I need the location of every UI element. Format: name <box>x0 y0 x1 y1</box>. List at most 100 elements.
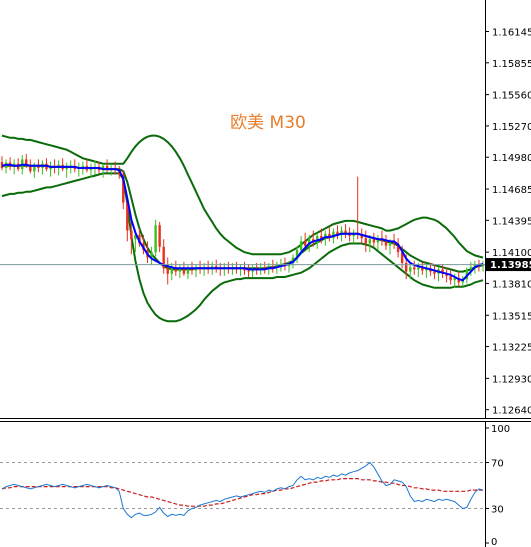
candle-body <box>396 243 400 253</box>
candle-body <box>182 268 186 274</box>
price-tick-label: 1.12640 <box>492 406 531 417</box>
candle-body <box>445 273 448 276</box>
rsi-lines <box>1 461 484 519</box>
upper-band-line <box>1 134 484 259</box>
candle-body <box>186 268 190 274</box>
candle-body <box>433 271 436 274</box>
candle-body <box>299 241 303 250</box>
rsi-pane <box>0 461 485 519</box>
candle <box>101 163 105 178</box>
candle-body <box>400 252 404 263</box>
candle <box>409 262 412 280</box>
rsi-line <box>1 461 484 519</box>
candle <box>178 264 182 279</box>
current-price-tag-box <box>486 258 531 272</box>
price-tick-label: 1.13810 <box>492 279 531 290</box>
candle-body <box>473 264 477 268</box>
candle <box>481 260 485 272</box>
candle <box>105 159 109 173</box>
candle <box>65 162 68 178</box>
candle-body <box>348 233 351 236</box>
candle-body <box>89 168 93 171</box>
candle-body <box>243 268 246 271</box>
candle-body <box>340 230 343 235</box>
candle <box>295 246 299 263</box>
candle <box>384 234 388 250</box>
candle <box>150 246 153 266</box>
candle-body <box>364 238 367 244</box>
candle-body <box>158 225 161 247</box>
rsi-axis: 100 70 30 0 <box>485 422 510 547</box>
candle-body <box>190 268 194 271</box>
candle-body <box>332 231 335 239</box>
candle <box>441 264 444 279</box>
rsi-tick-label: 100 <box>491 424 510 435</box>
candle-body <box>25 159 28 166</box>
candle <box>162 239 165 274</box>
candle <box>263 261 266 274</box>
candle <box>154 219 157 257</box>
candle-body <box>303 241 307 246</box>
rsi-signal-line <box>1 478 483 507</box>
rsi-tick-label: 70 <box>491 459 504 470</box>
candle-body <box>210 266 214 269</box>
price-tick-label: 1.14100 <box>492 248 531 259</box>
candle-body <box>360 234 363 239</box>
candle-body <box>29 165 32 172</box>
candle <box>425 264 428 279</box>
candle-body <box>174 267 178 272</box>
candle-body <box>336 231 339 235</box>
candle-body <box>388 241 392 246</box>
price-pane-background <box>0 0 485 418</box>
candle-body <box>105 165 109 170</box>
candle <box>130 221 133 255</box>
price-axis: 1.16145 1.15855 1.15560 1.15270 1.14980 1.146… <box>485 0 531 418</box>
candle-body <box>81 165 85 168</box>
candle-body <box>154 225 157 253</box>
candle <box>328 227 331 242</box>
ma-line <box>1 163 484 282</box>
candle-body <box>291 257 295 263</box>
candle <box>271 259 275 273</box>
candle-body <box>376 238 380 243</box>
candle-body <box>162 246 165 269</box>
candle-body <box>271 266 275 268</box>
price-pane: 欧美 M30 <box>0 0 485 418</box>
price-tick-label: 1.16145 <box>492 28 531 39</box>
current-price-tag: 1.13985 <box>486 258 531 272</box>
candle-body <box>130 230 133 240</box>
candle-body <box>320 235 323 240</box>
candle-body <box>247 270 250 272</box>
candle <box>421 261 424 275</box>
candle-body <box>344 230 347 234</box>
price-tick-label: 1.15560 <box>492 91 531 102</box>
current-price-value: 1.13985 <box>490 260 531 271</box>
candle-body <box>316 235 319 243</box>
candle-body <box>267 266 270 269</box>
price-tick-label: 1.13515 <box>492 311 531 322</box>
candle-body <box>481 264 485 267</box>
lower-band-line <box>1 172 484 323</box>
candle-body <box>469 267 473 270</box>
candle <box>413 260 416 275</box>
candle-body <box>101 165 105 171</box>
candle-body <box>178 268 182 272</box>
candle-body <box>126 202 129 231</box>
candle <box>89 163 93 178</box>
candle <box>336 225 339 240</box>
candle-body <box>122 174 125 203</box>
candle <box>364 230 367 253</box>
candle <box>320 228 323 244</box>
candle-body <box>295 250 299 258</box>
candle-body <box>215 266 218 269</box>
candle <box>247 264 250 277</box>
price-tick-label: 1.15855 <box>492 59 531 70</box>
candle-body <box>259 267 262 270</box>
candle-body <box>425 268 428 271</box>
candle <box>445 268 448 283</box>
chart-title: 欧美 M30 <box>230 113 306 133</box>
moving-average <box>1 163 484 282</box>
rsi-tick-label: 30 <box>491 505 504 516</box>
candle <box>126 198 129 242</box>
